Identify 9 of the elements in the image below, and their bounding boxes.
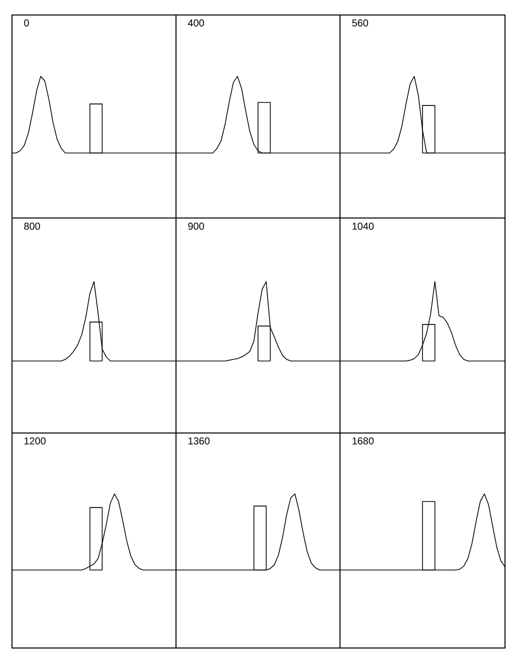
chart-title: 900 <box>188 222 204 230</box>
chart-title: 1680 <box>352 437 374 444</box>
chart-title: 1200 <box>24 437 46 444</box>
chart-title: 400 <box>188 19 204 26</box>
chart-title: 800 <box>24 222 40 230</box>
chart-title: 1360 <box>188 437 210 444</box>
chart-title: 0 <box>24 19 29 26</box>
chart-title: 560 <box>352 19 368 26</box>
chart-title: 1040 <box>352 222 374 230</box>
